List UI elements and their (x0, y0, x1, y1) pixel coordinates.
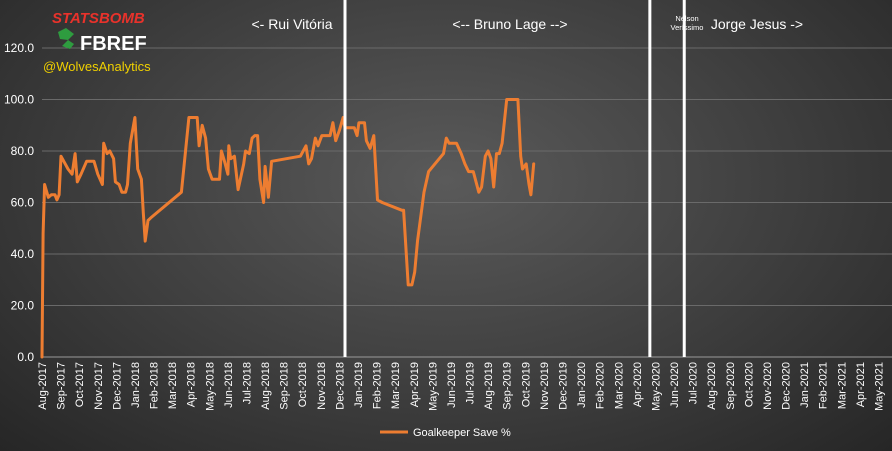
x-tick-label: Sep-2017 (56, 362, 68, 410)
x-tick-label: Mar-2021 (836, 362, 848, 409)
x-tick-label: Dec-2017 (111, 362, 123, 410)
x-tick-label: Nov-2017 (93, 362, 105, 410)
manager-label-small: Veríssimo (671, 23, 704, 32)
x-tick-label: Jul-2019 (465, 362, 477, 404)
x-tick-label: Feb-2019 (372, 362, 384, 409)
x-tick-label: Jan-2020 (576, 362, 588, 408)
x-tick-label: May-2019 (427, 362, 439, 411)
manager-label-small: Nélson (675, 14, 698, 23)
x-tick-label: Apr-2018 (186, 362, 198, 407)
x-tick-label: May-2020 (650, 362, 662, 411)
statsbomb-logo: STATSBOMB (52, 10, 145, 27)
x-tick-label: Jul-2020 (688, 362, 700, 404)
series-layer (40, 98, 536, 359)
x-tick-label: May-2018 (204, 362, 216, 411)
x-tick-label: Aug-2018 (260, 362, 272, 410)
fbref-logo: FBREF (80, 33, 147, 55)
y-tick-label: 100.0 (4, 93, 34, 107)
y-tick-label: 80.0 (11, 144, 35, 158)
y-tick-label: 120.0 (4, 41, 34, 55)
x-tick-label: Mar-2019 (390, 362, 402, 409)
x-tick-label: Jan-2021 (799, 362, 811, 408)
x-tick-label: Apr-2019 (409, 362, 421, 407)
x-tick-label: Jun-2019 (446, 362, 458, 408)
legend-label: Goalkeeper Save % (413, 427, 511, 439)
x-tick-label: Oct-2017 (74, 362, 86, 407)
x-tick-label: Mar-2018 (167, 362, 179, 409)
y-axis-ticks: 0.0 20.0 40.0 60.0 80.0 100.0 120.0 (4, 41, 34, 364)
x-tick-label: Dec-2018 (334, 362, 346, 410)
manager-dividers (343, 0, 686, 357)
manager-labels: <- Rui Vitória <-- Bruno Lage --> NélsonVe… (251, 14, 803, 32)
y-tick-label: 60.0 (11, 196, 35, 210)
gridlines (42, 47, 892, 358)
series-line-save-pct (40, 98, 536, 359)
x-tick-label: Jul-2018 (241, 362, 253, 404)
x-tick-label: Feb-2020 (595, 362, 607, 409)
x-tick-label: Nov-2020 (762, 362, 774, 410)
x-tick-label: Sep-2020 (725, 362, 737, 410)
y-tick-label: 0.0 (17, 350, 34, 364)
manager-label: <-- Bruno Lage --> (452, 16, 567, 32)
x-tick-label: Dec-2020 (781, 362, 793, 410)
x-tick-label: Oct-2018 (297, 362, 309, 407)
x-tick-label: Sep-2019 (502, 362, 514, 410)
x-tick-label: Feb-2021 (818, 362, 830, 409)
x-tick-label: Aug-2019 (483, 362, 495, 410)
x-tick-label: Jan-2019 (353, 362, 365, 408)
x-tick-label: May-2021 (873, 362, 885, 411)
x-tick-label: Jun-2018 (223, 362, 235, 408)
y-tick-label: 20.0 (11, 299, 35, 313)
x-tick-label: Oct-2019 (520, 362, 532, 407)
x-tick-label: Apr-2020 (632, 362, 644, 407)
fbref-leaf-icon (58, 28, 74, 49)
branding: STATSBOMB FBREF @WolvesAnalytics (43, 10, 151, 74)
x-tick-label: Apr-2021 (855, 362, 867, 407)
x-axis-ticks: Aug-2017 Sep-2017 Oct-2017 Nov-2017 Dec-2017… (37, 362, 885, 411)
x-tick-label: Mar-2020 (613, 362, 625, 409)
x-tick-label: Nov-2018 (316, 362, 328, 410)
x-tick-label: Dec-2019 (557, 362, 569, 410)
y-tick-label: 40.0 (11, 247, 35, 261)
x-tick-label: Aug-2020 (706, 362, 718, 410)
twitter-handle: @WolvesAnalytics (43, 59, 151, 74)
x-tick-label: Sep-2018 (279, 362, 291, 410)
x-tick-label: Feb-2018 (149, 362, 161, 409)
x-tick-label: Oct-2020 (743, 362, 755, 407)
x-tick-label: Jan-2018 (130, 362, 142, 408)
manager-label: <- Rui Vitória (251, 16, 332, 32)
x-tick-label: Aug-2017 (37, 362, 49, 410)
manager-label: Jorge Jesus -> (711, 16, 803, 32)
x-tick-label: Jun-2020 (669, 362, 681, 408)
legend: Goalkeeper Save % (380, 427, 511, 439)
x-tick-label: Nov-2019 (539, 362, 551, 410)
